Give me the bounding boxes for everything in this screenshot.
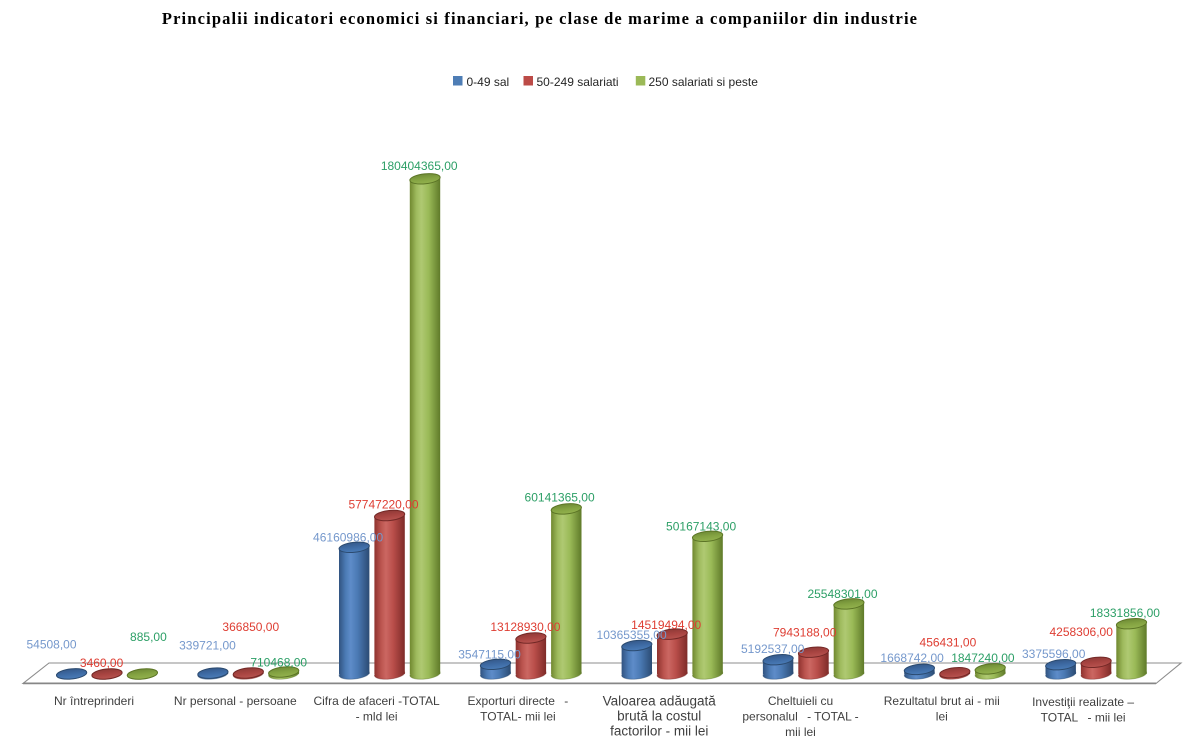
svg-text:1847240,00: 1847240,00 [951, 651, 1015, 665]
svg-text:Principalii indicatori economi: Principalii indicatori economici si fina… [162, 9, 918, 28]
svg-text:3375596,00: 3375596,00 [1022, 647, 1086, 661]
svg-text:Exporturi directe -: Exporturi directe - [468, 694, 569, 708]
svg-text:brută la costul: brută la costul [617, 709, 701, 724]
svg-text:10365355,00: 10365355,00 [597, 628, 667, 642]
svg-text:710468,00: 710468,00 [250, 656, 307, 670]
svg-text:50167143,00: 50167143,00 [666, 520, 736, 534]
svg-text:Cheltuieli cu: Cheltuieli cu [768, 694, 833, 708]
svg-text:Nr întreprinderi: Nr întreprinderi [54, 694, 134, 708]
svg-text:60141365,00: 60141365,00 [525, 491, 595, 505]
svg-text:Cifra de afaceri -TOTAL: Cifra de afaceri -TOTAL [313, 694, 440, 708]
svg-text:factorilor - mii lei: factorilor - mii lei [610, 724, 708, 739]
svg-text:Investiţii realizate –: Investiţii realizate – [1032, 695, 1134, 709]
svg-text:5192537,00: 5192537,00 [741, 642, 805, 656]
svg-text:7943188,00: 7943188,00 [773, 625, 837, 639]
svg-text:Rezultatul brut ai - mii: Rezultatul brut ai - mii [884, 694, 1000, 708]
svg-text:0-49 sal: 0-49 sal [467, 75, 510, 89]
svg-text:TOTAL- mii lei: TOTAL- mii lei [480, 710, 556, 724]
svg-text:Nr personal - persoane: Nr personal - persoane [174, 694, 297, 708]
svg-text:46160986,00: 46160986,00 [313, 530, 383, 544]
svg-text:180404365,00: 180404365,00 [381, 159, 458, 173]
svg-text:lei: lei [936, 710, 948, 724]
svg-text:456431,00: 456431,00 [920, 636, 977, 650]
svg-text:885,00: 885,00 [130, 630, 167, 644]
svg-text:3460,00: 3460,00 [80, 656, 124, 670]
svg-text:13128930,00: 13128930,00 [490, 620, 560, 634]
svg-text:57747220,00: 57747220,00 [348, 498, 418, 512]
svg-text:1668742,00: 1668742,00 [880, 651, 944, 665]
svg-text:50-249 salariati: 50-249 salariati [537, 75, 619, 89]
svg-text:4258306,00: 4258306,00 [1049, 625, 1113, 639]
svg-text:Valoarea adăugată: Valoarea adăugată [603, 694, 717, 709]
svg-text:18331856,00: 18331856,00 [1090, 606, 1160, 620]
svg-text:3547115,00: 3547115,00 [458, 648, 521, 662]
svg-text:54508,00: 54508,00 [26, 638, 76, 652]
svg-text:TOTAL - mii lei: TOTAL - mii lei [1041, 710, 1126, 724]
svg-text:25548301,00: 25548301,00 [807, 587, 877, 601]
svg-text:250 salariati si peste: 250 salariati si peste [649, 75, 759, 89]
svg-text:366850,00: 366850,00 [222, 620, 279, 634]
svg-text:339721,00: 339721,00 [179, 639, 236, 653]
svg-text:personalul - TOTAL -: personalul - TOTAL - [742, 710, 858, 724]
svg-text:mii lei: mii lei [785, 725, 816, 739]
svg-text:14519494,00: 14519494,00 [631, 618, 701, 632]
svg-text:- mld lei: - mld lei [356, 710, 398, 724]
